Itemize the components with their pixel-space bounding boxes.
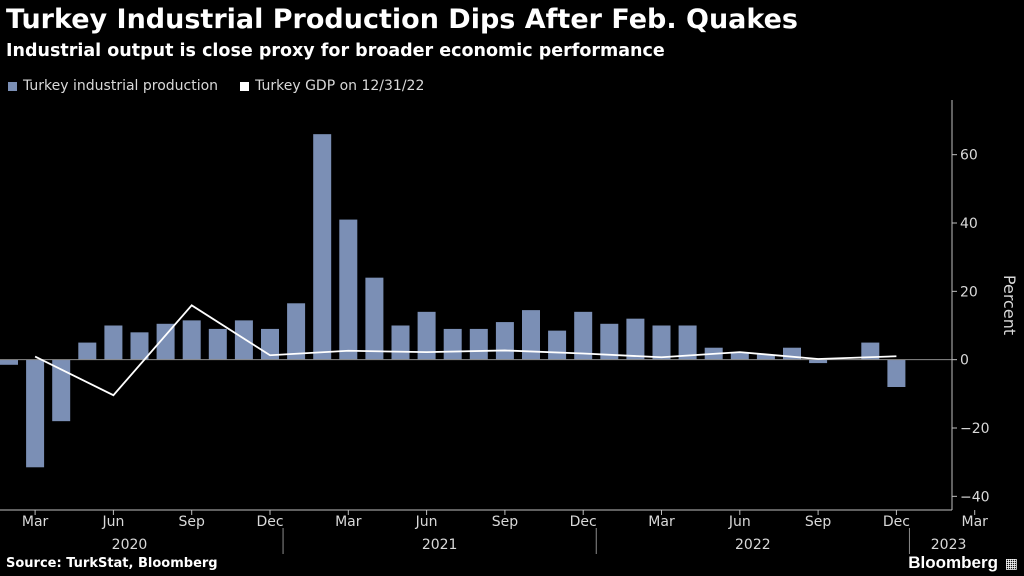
bar-2021-06 [417,311,436,360]
bar-2022-06 [730,352,749,360]
bloomberg-terminal-icon: ▦ [1004,556,1018,572]
bar-2022-08 [783,347,801,360]
bloomberg-logo: Bloomberg [908,553,998,572]
x-tick-label: Mar [648,514,675,530]
bar-2020-02 [0,359,18,365]
y-tick-label: 20 [960,284,978,300]
bar-2022-07 [756,354,775,360]
x-tick-label: Jun [728,514,751,530]
legend: Turkey industrial production Turkey GDP … [8,78,424,94]
bar-2020-06 [104,325,123,360]
bar-2021-09 [495,322,514,360]
bar-2021-11 [548,330,567,360]
bar-2022-01 [600,323,619,360]
bar-2020-09 [182,320,201,360]
bar-2021-12 [574,311,593,360]
legend-label-industrial-production: Turkey industrial production [23,78,219,94]
y-tick-label: 60 [960,148,978,164]
bar-2021-05 [391,325,410,360]
x-tick-label: Sep [179,514,206,530]
y-tick-label: −40 [960,489,990,505]
bar-2021-04 [365,277,384,360]
x-tick-label: Mar [335,514,362,530]
bar-2021-02 [313,134,332,360]
chart-title: Turkey Industrial Production Dips After … [6,4,799,35]
bar-2021-07 [443,328,462,360]
gdp-line-layer [34,304,897,397]
bar-2022-11 [861,342,880,360]
y-tick-label: −20 [960,421,990,437]
bar-2020-03 [26,359,45,468]
year-label-2020: 2020 [112,537,148,553]
y-tick-label: 0 [960,353,969,369]
bar-2020-08 [156,323,175,360]
x-tick-label: Sep [492,514,519,530]
x-tick-label: Dec [570,514,597,530]
x-tick-label: Jun [415,514,438,530]
bar-2020-05 [78,342,97,360]
x-tick-label: Mar [22,514,49,530]
bar-2020-11 [234,320,253,360]
legend-swatch-industrial-production [8,81,17,91]
bar-2022-04 [678,325,697,360]
axis-layer: −40 −20 0 20 40 60 Mar Jun Sep Dec Mar Jun Sep Dec Mar… [0,100,990,554]
bar-2021-03 [339,219,358,360]
y-tick-label: 40 [960,216,978,232]
bar-2022-03 [652,325,671,360]
legend-item-gdp: Turkey GDP on 12/31/22 [240,78,424,94]
x-tick-label: Sep [805,514,832,530]
bar-2021-10 [522,310,540,360]
bar-2021-01 [287,303,306,360]
bar-2022-09 [809,359,828,364]
bar-2021-08 [469,328,488,360]
year-label-2021: 2021 [422,537,458,553]
source-note: Source: TurkStat, Bloomberg [6,556,218,571]
chart-subtitle: Industrial output is close proxy for bro… [6,41,665,61]
year-label-2023: 2023 [931,537,967,553]
gdp-line [34,304,897,397]
bar-2020-04 [52,359,71,422]
bar-2020-07 [130,332,149,360]
bar-layer [0,134,906,468]
legend-label-gdp: Turkey GDP on 12/31/22 [255,78,425,94]
bar-2020-10 [208,328,227,360]
x-tick-label: Jun [101,514,124,530]
legend-item-industrial-production: Turkey industrial production [8,78,218,94]
x-tick-label: Mar [961,514,988,530]
bar-2022-12 [887,359,906,387]
x-tick-label: Dec [883,514,910,530]
y-axis-title: Percent [1000,275,1019,335]
bar-2022-02 [626,318,645,360]
year-label-2022: 2022 [735,537,771,553]
legend-swatch-gdp [240,81,250,91]
x-tick-label: Dec [256,514,283,530]
